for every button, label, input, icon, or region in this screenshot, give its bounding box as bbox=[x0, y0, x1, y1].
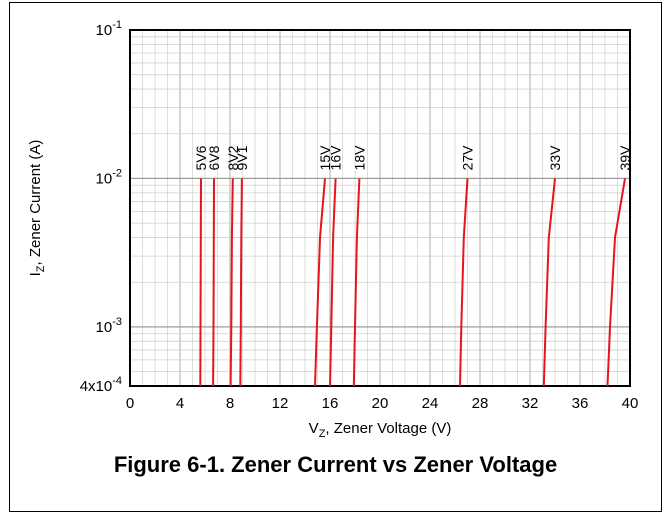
figure-caption: Figure 6-1. Zener Current vs Zener Volta… bbox=[113, 452, 558, 477]
series-label-8v2: 8V2 bbox=[225, 145, 241, 170]
series-label-9v1: 9V1 bbox=[234, 145, 250, 170]
series-line-8v2 bbox=[229, 178, 234, 387]
axis-ticks: 0 4 8 12 16 20 24 28 32 36 40 10-1 10-2 10-3 4x10-4 bbox=[80, 19, 639, 412]
x-tick-label: 20 bbox=[372, 395, 389, 412]
series-line-16v bbox=[329, 178, 337, 387]
plot-area bbox=[129, 29, 631, 387]
series-label-5v6: 5V6 bbox=[193, 145, 209, 170]
series-line-27v bbox=[459, 178, 469, 387]
series-label-18v: 18V bbox=[351, 145, 367, 171]
x-tick-label: 40 bbox=[622, 395, 639, 412]
series-label-15v: 15V bbox=[317, 145, 333, 171]
grid bbox=[129, 29, 631, 387]
x-tick-label: 0 bbox=[126, 395, 134, 412]
y-tick-label: 10-2 bbox=[96, 167, 122, 187]
x-tick-label: 16 bbox=[322, 395, 339, 412]
x-tick-label: 36 bbox=[572, 395, 589, 412]
series-line-6v8 bbox=[212, 178, 215, 387]
series-line-39v bbox=[606, 178, 626, 387]
y-tick-label: 4x10-4 bbox=[80, 375, 122, 395]
series-label-27v: 27V bbox=[460, 145, 476, 171]
x-tick-label: 4 bbox=[176, 395, 184, 412]
x-tick-label: 24 bbox=[422, 395, 439, 412]
x-tick-label: 8 bbox=[226, 395, 234, 412]
y-tick-label: 10-3 bbox=[96, 316, 122, 336]
series-label-39v: 39V bbox=[617, 145, 633, 171]
series-label-16v: 16V bbox=[328, 145, 344, 171]
x-tick-label: 28 bbox=[472, 395, 489, 412]
series-line-33v bbox=[542, 178, 556, 387]
series-label-33v: 33V bbox=[547, 145, 563, 171]
y-tick-label: 10-1 bbox=[96, 19, 122, 39]
x-tick-label: 32 bbox=[522, 395, 539, 412]
series-line-5v6 bbox=[199, 178, 202, 387]
x-tick-label: 12 bbox=[272, 395, 289, 412]
series-line-15v bbox=[314, 178, 326, 387]
x-axis-label: VZ, Zener Voltage (V) bbox=[309, 420, 452, 440]
series-line-18v bbox=[352, 178, 361, 387]
series-line-9v1 bbox=[239, 178, 243, 387]
y-axis-label: IZ, Zener Current (A) bbox=[27, 140, 47, 277]
series-label-6v8: 6V8 bbox=[206, 145, 222, 170]
